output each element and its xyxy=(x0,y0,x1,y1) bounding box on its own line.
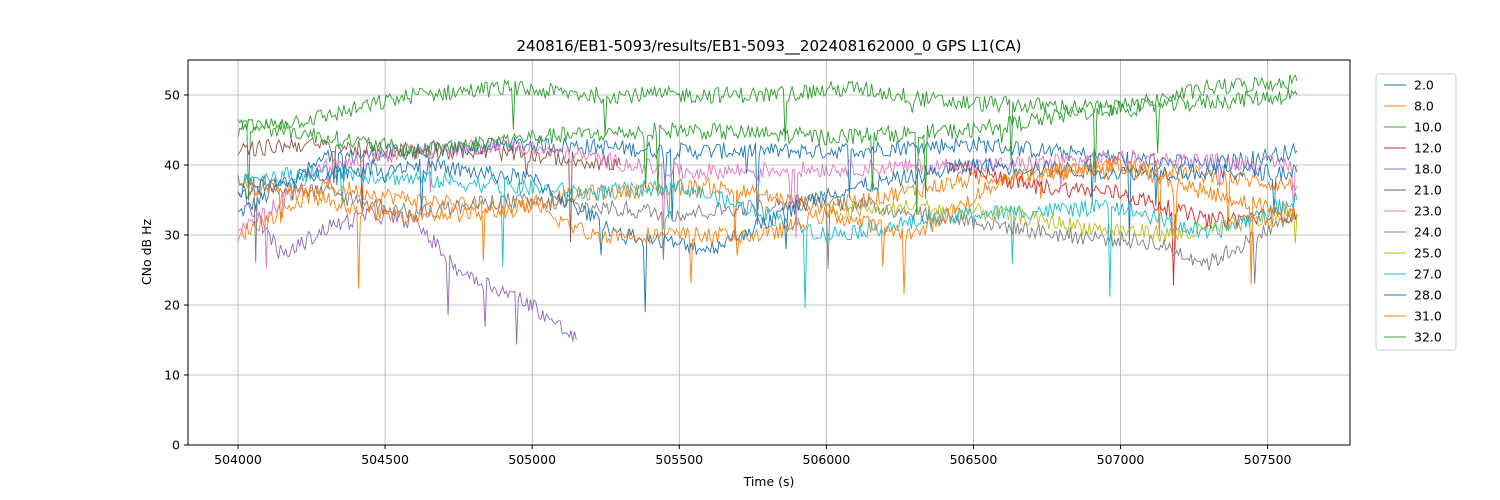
series-line-10-0 xyxy=(237,78,1298,201)
legend-entry: 32.0 xyxy=(1414,330,1442,345)
series-line-27-0 xyxy=(237,164,1298,309)
series-line-23-0 xyxy=(237,136,1298,269)
legend-entry: 12.0 xyxy=(1414,141,1442,156)
legend-box xyxy=(1375,73,1457,351)
series-line-28-0 xyxy=(237,157,1298,313)
x-tick-label: 505000 xyxy=(508,452,556,467)
y-axis-label: CNo dB Hz xyxy=(139,218,154,285)
legend-entry: 2.0 xyxy=(1414,78,1434,93)
legend-entry: 27.0 xyxy=(1414,267,1442,282)
y-tick-label: 20 xyxy=(164,298,180,313)
x-axis-ticks: 504000 504500 505000 505500 506000 506500 5070… xyxy=(214,445,1292,467)
legend-entry: 21.0 xyxy=(1414,183,1442,198)
legend-entry: 24.0 xyxy=(1414,225,1442,240)
series-line-31-0 xyxy=(237,156,1298,295)
series-line-25-0 xyxy=(825,199,1298,244)
legend-entry: 28.0 xyxy=(1414,288,1442,303)
chart-title: 240816/EB1-5093/results/EB1-5093__202408… xyxy=(516,37,1021,56)
series-line-32-0 xyxy=(237,74,1298,215)
legend-entry: 31.0 xyxy=(1414,309,1442,324)
x-axis-label: Time (s) xyxy=(743,474,795,489)
x-tick-label: 506500 xyxy=(950,452,998,467)
x-tick-label: 505500 xyxy=(655,452,703,467)
x-tick-label: 507000 xyxy=(1097,452,1145,467)
legend-entry: 8.0 xyxy=(1414,99,1434,114)
series-line-2-0 xyxy=(237,134,1298,242)
x-tick-label: 506000 xyxy=(803,452,851,467)
series-line-18-0 xyxy=(237,188,577,345)
plot-frame xyxy=(187,59,1351,446)
y-tick-label: 40 xyxy=(164,158,180,173)
legend-entry: 10.0 xyxy=(1414,120,1442,135)
legend-entry: 23.0 xyxy=(1414,204,1442,219)
legend-entry: 25.0 xyxy=(1414,246,1442,261)
series-lines xyxy=(237,74,1298,345)
y-tick-label: 50 xyxy=(164,88,180,103)
x-tick-label: 504500 xyxy=(361,452,409,467)
x-tick-label: 507500 xyxy=(1244,452,1292,467)
y-tick-label: 0 xyxy=(172,438,180,453)
legend: 2.0 8.0 10.0 12.0 18.0 21.0 23.0 24.0 25.0 27.0 28… xyxy=(1375,73,1457,351)
y-axis-ticks: 0 10 20 30 40 50 xyxy=(164,88,188,453)
y-tick-label: 30 xyxy=(164,228,180,243)
legend-entry: 18.0 xyxy=(1414,162,1442,177)
x-tick-label: 504000 xyxy=(214,452,262,467)
y-tick-label: 10 xyxy=(164,368,180,383)
series-line-24-0 xyxy=(237,174,1298,284)
